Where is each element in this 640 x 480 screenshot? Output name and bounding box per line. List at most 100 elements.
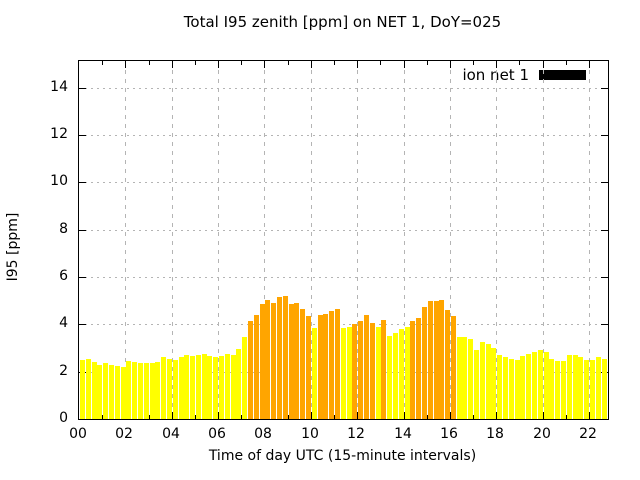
y-tick-mark [79, 135, 86, 137]
x-tick-label-12: 12 [347, 426, 365, 442]
legend: ion net 1 [462, 66, 586, 84]
y-tick-mark [601, 277, 608, 279]
x-tick-label-04: 04 [162, 426, 180, 442]
x-tick-mark [450, 61, 451, 68]
chart-title: Total I95 zenith [ppm] on NET 1, DoY=025 [183, 13, 502, 31]
bar-17:45 [491, 348, 496, 419]
bar-22:15 [596, 357, 601, 419]
h-gridline [79, 135, 608, 137]
bar-12:30 [370, 323, 375, 419]
bar-02:15 [132, 362, 137, 419]
y-tick-mark [601, 324, 608, 326]
bar-17:15 [480, 342, 485, 419]
x-tick-mark [543, 61, 544, 68]
bar-02:00 [126, 361, 131, 419]
bar-13:00 [381, 320, 386, 419]
v-gridline [543, 61, 544, 419]
bar-21:45 [584, 360, 589, 419]
h-gridline [79, 277, 608, 279]
x-tick-mark [311, 61, 312, 68]
y-tick-mark [601, 87, 608, 89]
bar-10:30 [323, 314, 328, 419]
y-tick-label-12: 12 [50, 126, 68, 143]
bar-10:00 [312, 328, 317, 419]
y-tick-label-8: 8 [59, 220, 68, 237]
y-tick-label-4: 4 [59, 315, 68, 332]
bar-14:30 [416, 318, 421, 419]
y-tick-label-2: 2 [59, 362, 68, 379]
v-gridline [496, 61, 497, 419]
x-tick-label-20: 20 [533, 426, 551, 442]
bar-20:30 [555, 361, 560, 419]
bar-01:30 [115, 366, 120, 419]
x-tick-mark [473, 61, 474, 65]
bar-07:00 [242, 337, 247, 419]
bar-19:00 [520, 356, 525, 419]
y-tick-mark [601, 135, 608, 137]
y-tick-label-0: 0 [59, 410, 68, 426]
x-tick-label-14: 14 [394, 426, 412, 442]
bar-07:30 [254, 315, 259, 419]
bar-04:30 [184, 355, 189, 419]
legend-entry-label: ion net 1 [462, 66, 529, 84]
x-tick-mark [172, 412, 173, 419]
bar-07:15 [248, 321, 253, 419]
bar-08:00 [265, 300, 270, 419]
bar-22:30 [602, 359, 607, 419]
bar-01:45 [121, 367, 126, 419]
x-tick-mark [543, 412, 544, 419]
bar-04:00 [173, 360, 178, 419]
bar-10:15 [318, 315, 323, 419]
bar-20:45 [561, 361, 566, 419]
x-tick-label-08: 08 [254, 426, 272, 442]
x-tick-mark [357, 61, 358, 68]
bar-20:00 [544, 352, 549, 419]
bar-06:30 [231, 355, 236, 419]
bar-03:15 [155, 362, 160, 419]
bar-15:00 [428, 301, 433, 419]
x-tick-mark [566, 61, 567, 65]
bar-13:15 [387, 336, 392, 419]
bar-01:00 [103, 363, 108, 419]
bar-03:30 [161, 357, 166, 419]
y-tick-mark [79, 182, 86, 184]
bar-18:45 [515, 360, 520, 419]
y-tick-label-10: 10 [50, 173, 68, 190]
y-tick-label-6: 6 [59, 268, 68, 285]
x-tick-mark [589, 61, 590, 68]
h-gridline [79, 229, 608, 231]
bar-18:30 [509, 359, 514, 419]
bar-00:15 [86, 359, 91, 419]
bar-02:30 [138, 363, 143, 419]
bar-15:30 [439, 300, 444, 419]
bar-16:45 [468, 339, 473, 419]
bar-10:45 [329, 311, 334, 419]
v-gridline [172, 61, 173, 419]
bar-19:30 [532, 352, 537, 419]
x-tick-label-00: 00 [69, 426, 87, 442]
bar-12:45 [376, 327, 381, 419]
bar-00:45 [97, 365, 102, 419]
x-tick-mark [311, 412, 312, 419]
x-tick-mark [473, 415, 474, 419]
bar-04:45 [190, 356, 195, 419]
v-gridline [589, 61, 590, 419]
bar-18:00 [497, 355, 502, 419]
bar-14:45 [422, 307, 427, 419]
x-tick-label-18: 18 [486, 426, 504, 442]
bar-13:30 [393, 333, 398, 419]
bar-08:15 [271, 303, 276, 419]
legend-swatch [539, 70, 586, 80]
h-gridline [79, 182, 608, 184]
bar-06:45 [236, 349, 241, 419]
bar-08:45 [283, 296, 288, 419]
bar-00:30 [92, 362, 97, 419]
x-tick-mark [334, 415, 335, 419]
bar-09:45 [306, 316, 311, 419]
bar-14:15 [410, 321, 415, 419]
y-tick-mark [79, 324, 86, 326]
x-tick-mark [427, 415, 428, 419]
bar-02:45 [144, 363, 149, 419]
x-tick-mark [195, 415, 196, 419]
